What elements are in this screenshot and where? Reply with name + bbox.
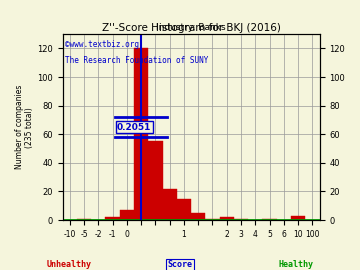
Bar xyxy=(191,213,205,220)
Text: Unhealthy: Unhealthy xyxy=(47,260,92,269)
Text: Score: Score xyxy=(167,260,193,269)
Title: Z''-Score Histogram for BKJ (2016): Z''-Score Histogram for BKJ (2016) xyxy=(102,23,280,33)
Bar xyxy=(205,219,220,220)
Bar xyxy=(77,219,91,220)
Bar xyxy=(134,49,148,220)
Bar xyxy=(163,189,177,220)
Bar xyxy=(105,217,120,220)
Text: 0.2051: 0.2051 xyxy=(117,123,151,132)
Bar xyxy=(220,217,234,220)
Text: ©www.textbiz.org: ©www.textbiz.org xyxy=(65,40,139,49)
Bar xyxy=(120,210,134,220)
Bar xyxy=(177,199,191,220)
Bar xyxy=(262,219,277,220)
Text: Healthy: Healthy xyxy=(278,260,313,269)
Bar xyxy=(291,216,305,220)
Text: The Research Foundation of SUNY: The Research Foundation of SUNY xyxy=(65,56,208,66)
Bar xyxy=(234,219,248,220)
Text: Industry: Banks: Industry: Banks xyxy=(156,23,226,32)
Y-axis label: Number of companies
(235 total): Number of companies (235 total) xyxy=(15,85,35,169)
Bar xyxy=(148,141,163,220)
